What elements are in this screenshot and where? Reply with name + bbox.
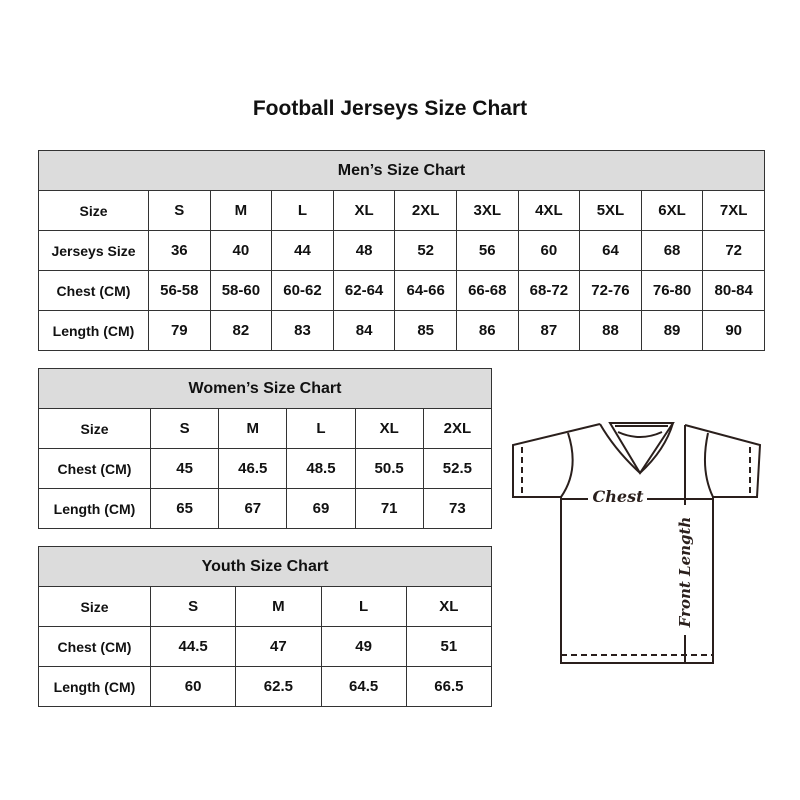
table-cell: 56-58 [148,270,211,311]
youth-size-table: Youth Size Chart Size S M L XL Chest (CM) 44.5 4… [38,546,493,707]
table-cell: 66.5 [405,666,493,707]
table-cell: 88 [579,310,642,351]
table-cell: 45 [149,448,220,489]
table-cell: 64.5 [320,666,407,707]
table-cell: 50.5 [354,448,424,489]
front-length-label: Front Length [676,517,694,629]
table-cell: 44.5 [149,626,237,667]
table-cell: 60-62 [271,270,334,311]
table-cell: 48 [332,230,396,271]
table-cell: XL [354,408,424,449]
table-cell: L [320,586,407,627]
table-cell: L [286,408,356,449]
table-cell: 62.5 [235,666,322,707]
table-cell: 87 [517,310,581,351]
table-cell: L [271,190,334,231]
table-cell: 72-76 [579,270,642,311]
table-row: Chest (CM) 44.5 47 49 51 [38,626,493,667]
table-cell: 36 [148,230,211,271]
table-row: Length (CM) 65 67 69 71 73 [38,488,493,529]
table-row: Size S M L XL [38,586,493,627]
table-cell: 66-68 [455,270,519,311]
women-size-table: Women’s Size Chart Size S M L XL 2XL Chest (CM)… [38,368,493,529]
table-cell: 68-72 [517,270,581,311]
table-cell: 79 [148,310,211,351]
table-row: Chest (CM) 45 46.5 48.5 50.5 52.5 [38,448,493,489]
table-cell: 2XL [422,408,493,449]
table-cell: 6XL [640,190,704,231]
row-label: Size [38,190,149,231]
row-label: Size [38,586,151,627]
table-cell: 76-80 [640,270,704,311]
table-cell: 85 [394,310,457,351]
youth-caption: Youth Size Chart [38,546,492,587]
chest-label: Chest [593,487,645,506]
table-cell: 80-84 [702,270,765,311]
table-cell: 47 [235,626,322,667]
table-cell: 90 [702,310,765,351]
table-cell: M [235,586,322,627]
table-row: Size S M L XL 2XL 3XL 4XL 5XL 6XL 7XL [38,190,765,231]
table-cell: 60 [517,230,581,271]
row-label: Chest (CM) [38,626,151,667]
table-cell: 51 [405,626,493,667]
row-label: Size [38,408,151,449]
table-cell: XL [332,190,396,231]
row-label: Length (CM) [38,488,151,529]
row-label: Jerseys Size [38,230,149,271]
table-cell: S [149,586,237,627]
table-cell: 84 [332,310,396,351]
table-cell: S [149,408,220,449]
table-cell: 82 [209,310,273,351]
table-cell: 49 [320,626,407,667]
table-cell: M [218,408,288,449]
table-cell: 69 [286,488,356,529]
table-cell: 68 [640,230,704,271]
women-caption: Women’s Size Chart [38,368,492,409]
table-cell: 40 [209,230,273,271]
table-cell: 52.5 [422,448,493,489]
men-size-table: Men’s Size Chart Size S M L XL 2XL 3XL 4XL 5XL 6XL… [38,150,765,351]
table-cell: XL [405,586,493,627]
page-title: Football Jerseys Size Chart [252,97,528,120]
table-cell: 86 [455,310,519,351]
table-cell: 48.5 [286,448,356,489]
table-cell: 5XL [579,190,642,231]
table-cell: 71 [354,488,424,529]
table-cell: 65 [149,488,220,529]
table-row: Size S M L XL 2XL [38,408,493,449]
table-row: Jerseys Size 36 40 44 48 52 56 60 64 68 72 [38,230,765,271]
table-cell: 73 [422,488,493,529]
table-cell: 62-64 [332,270,396,311]
row-label: Chest (CM) [38,448,151,489]
table-row: Length (CM) 79 82 83 84 85 86 87 88 89 90 [38,310,765,351]
row-label: Length (CM) [38,310,149,351]
table-cell: 67 [218,488,288,529]
table-cell: 44 [271,230,334,271]
table-cell: 7XL [702,190,765,231]
table-cell: 60 [149,666,237,707]
men-caption: Men’s Size Chart [38,150,765,191]
table-row: Length (CM) 60 62.5 64.5 66.5 [38,666,493,707]
